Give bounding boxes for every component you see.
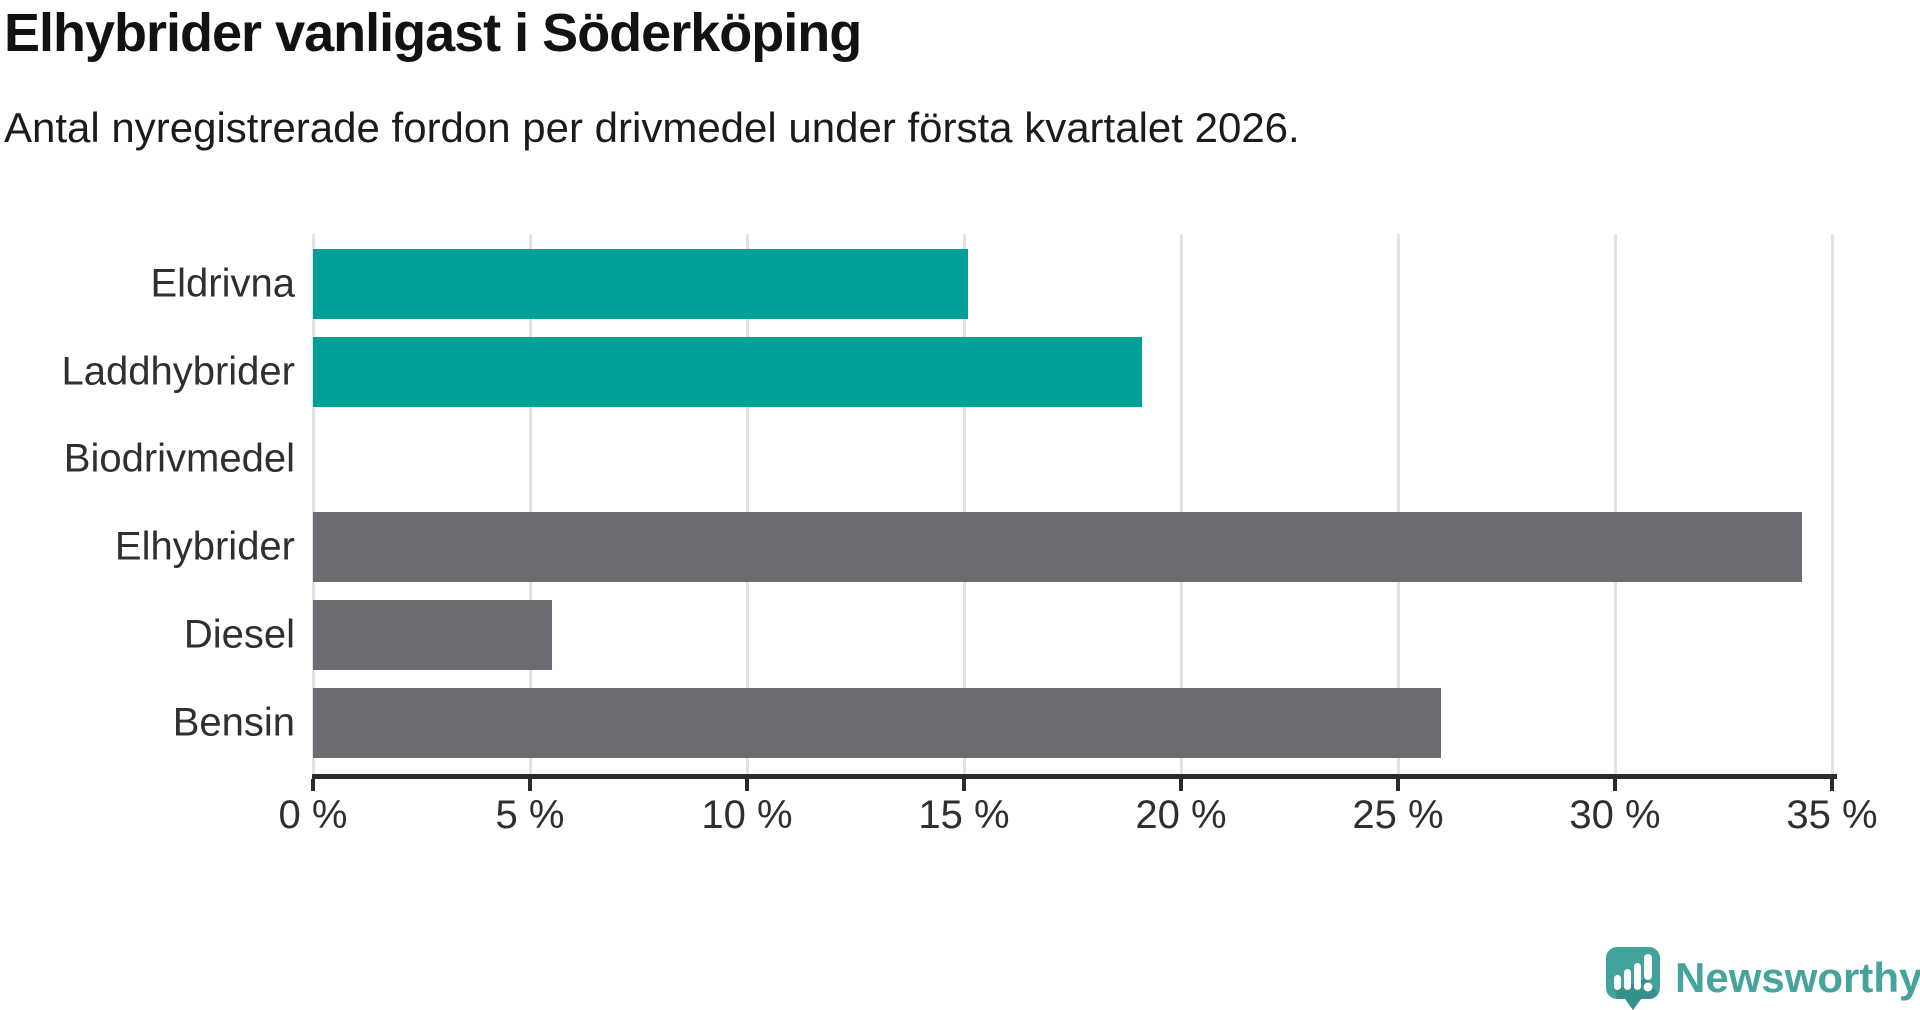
- chart-bar-bensin: [313, 687, 1442, 758]
- tick-label: 5 %: [495, 793, 565, 837]
- exclamation-stem: [1644, 954, 1652, 980]
- x-axis-line: [312, 774, 1837, 779]
- y-axis-category-labels: Eldrivna Laddhybrider Biodrivmedel Elhybrid…: [0, 234, 296, 774]
- tick-label: 15 %: [918, 793, 1010, 837]
- exclamation-dot: [1643, 982, 1653, 992]
- chart-bar-elhybrider: [313, 512, 1802, 583]
- gridline: [1396, 234, 1400, 774]
- tick-mark: [1179, 779, 1183, 791]
- tick-mark: [311, 779, 315, 791]
- category-label: Bensin: [172, 700, 295, 744]
- tick-mark: [745, 779, 749, 791]
- tick-label: 35 %: [1786, 793, 1878, 837]
- gridline: [311, 234, 315, 774]
- tick-label: 20 %: [1135, 793, 1227, 837]
- newsworthy-logo: Newsworthy: [1605, 946, 1920, 1010]
- chart-bar-diesel: [313, 599, 552, 670]
- tick-mark: [528, 779, 532, 791]
- tick-label: 0 %: [278, 793, 348, 837]
- gridline: [1830, 234, 1834, 774]
- category-label: Elhybrider: [114, 524, 295, 569]
- gridline: [1613, 234, 1617, 774]
- newsworthy-logo-text: Newsworthy: [1675, 954, 1920, 1001]
- category-label: Laddhybrider: [61, 349, 296, 394]
- plot-area: [311, 234, 1834, 774]
- chart-bar-laddhybrider: [313, 336, 1142, 407]
- chart-bar-eldrivna: [313, 249, 969, 319]
- tick-mark: [1830, 779, 1834, 791]
- category-label: Eldrivna: [150, 261, 295, 306]
- tick-label: 30 %: [1569, 793, 1661, 837]
- tick-mark: [1396, 779, 1400, 791]
- gridline: [528, 234, 532, 774]
- gridline: [962, 234, 966, 774]
- gridline: [745, 234, 749, 774]
- category-label: Biodrivmedel: [63, 436, 295, 481]
- chart-speech-bubble-icon: [1606, 947, 1660, 1010]
- category-label: Diesel: [183, 612, 295, 657]
- bar-glyph-3: [1634, 963, 1641, 990]
- bar-glyph-1: [1614, 975, 1621, 990]
- tick-label: 10 %: [701, 793, 793, 837]
- bar-glyph-2: [1624, 969, 1631, 990]
- tick-label: 25 %: [1352, 793, 1444, 837]
- chart-title: Elhybrider vanligast i Söderköping: [4, 3, 862, 63]
- chart-subtitle: Antal nyregistrerade fordon per drivmede…: [4, 104, 1300, 151]
- gridline: [1179, 234, 1183, 774]
- tick-mark: [962, 779, 966, 791]
- tick-mark: [1613, 779, 1617, 791]
